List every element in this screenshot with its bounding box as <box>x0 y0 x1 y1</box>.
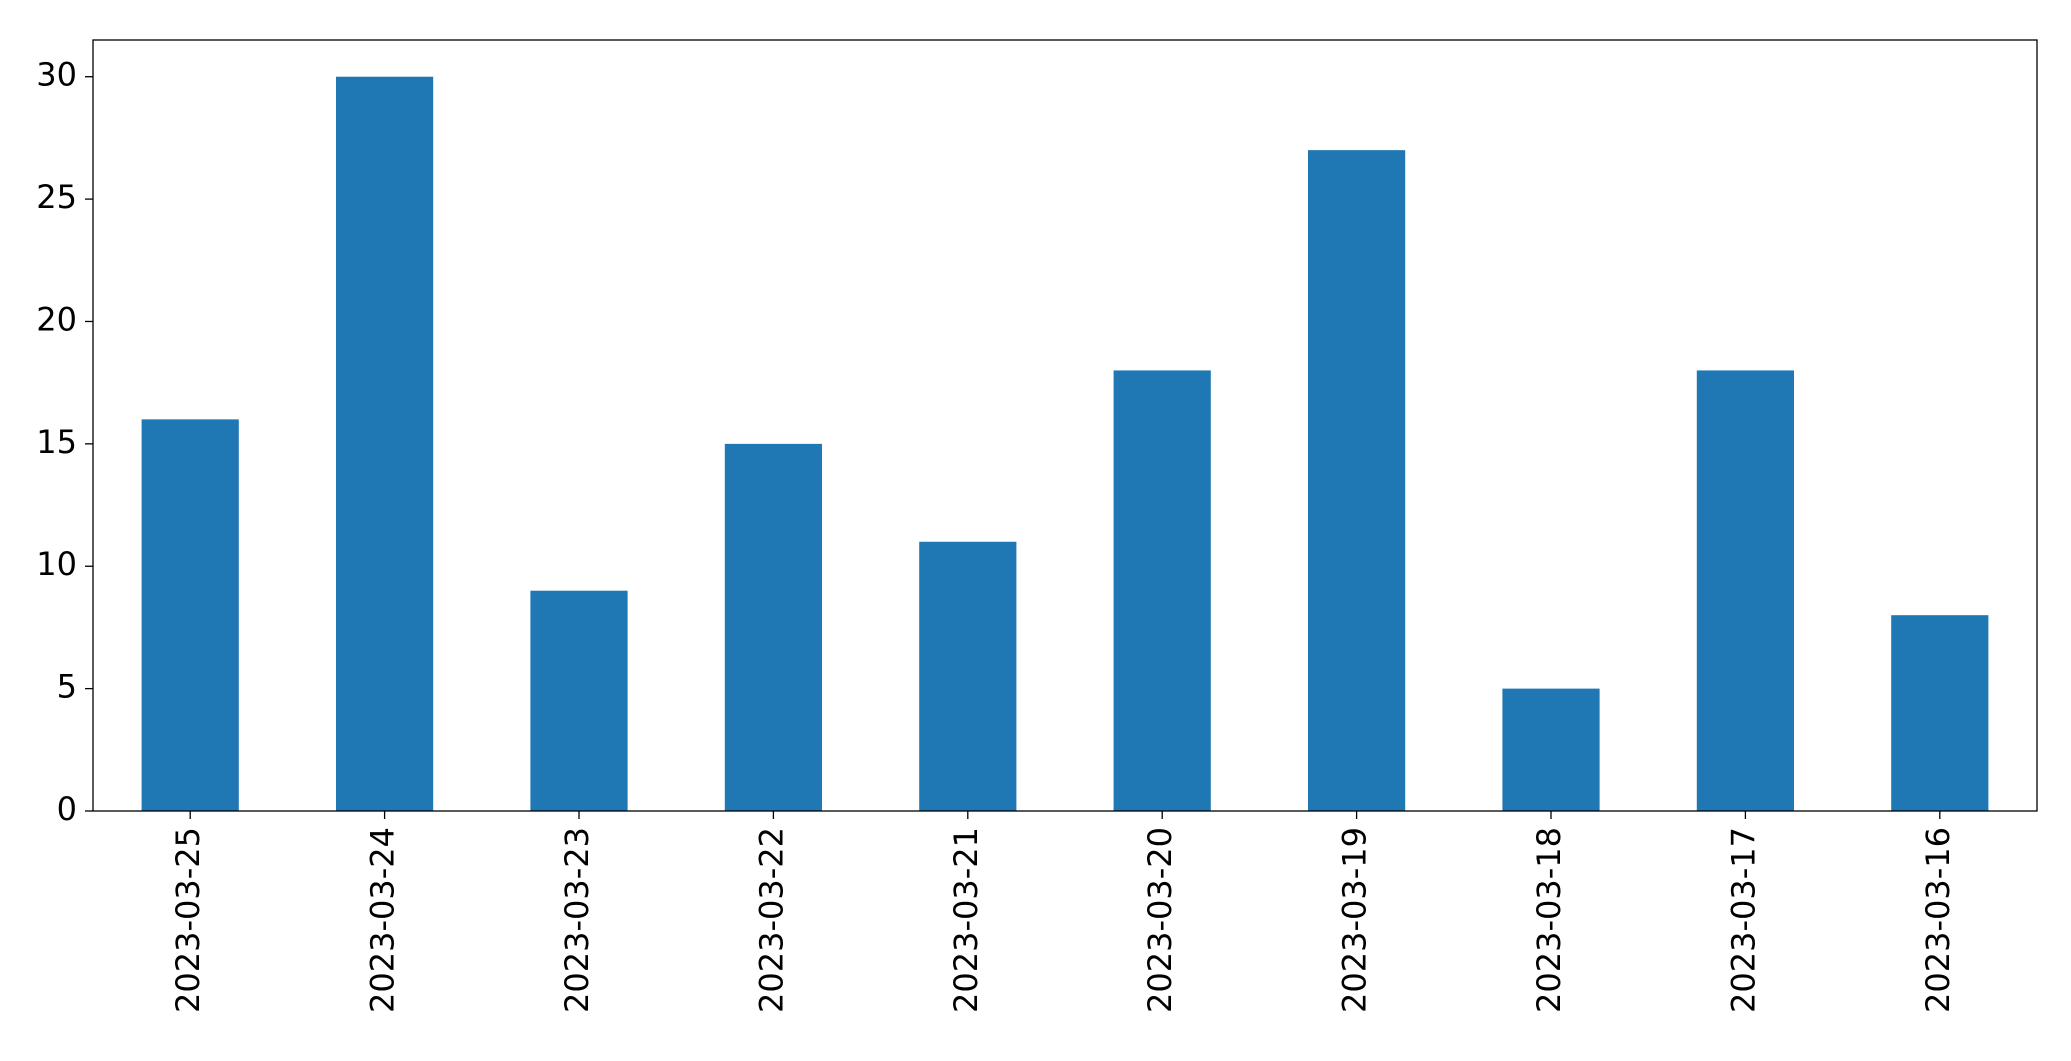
x-tick-label: 2023-03-23 <box>558 827 596 1013</box>
y-tick-label: 25 <box>36 178 77 216</box>
x-tick-label: 2023-03-16 <box>1919 827 1957 1013</box>
bar <box>530 590 628 811</box>
x-tick-label: 2023-03-18 <box>1530 827 1568 1013</box>
x-tick-label: 2023-03-25 <box>169 827 207 1013</box>
y-tick-label: 0 <box>57 790 77 828</box>
y-tick-label: 20 <box>36 300 77 338</box>
plot-frame <box>92 39 2038 812</box>
bar <box>1308 150 1406 812</box>
x-tick-label: 2023-03-21 <box>947 827 985 1013</box>
x-tick-label: 2023-03-17 <box>1724 827 1762 1013</box>
x-tick-label: 2023-03-22 <box>752 827 790 1013</box>
x-tick-label: 2023-03-19 <box>1336 827 1374 1013</box>
bar <box>1502 688 1600 811</box>
x-tick-label: 2023-03-24 <box>364 827 402 1013</box>
y-tick-label: 10 <box>36 545 77 583</box>
x-tick-label: 2023-03-20 <box>1141 827 1179 1013</box>
bar <box>336 76 434 811</box>
bar <box>141 419 239 811</box>
bar <box>919 541 1017 811</box>
y-tick-label: 15 <box>36 423 77 461</box>
bar <box>1696 370 1794 811</box>
bar <box>1113 370 1211 811</box>
bar <box>1891 615 1989 811</box>
y-tick-label: 30 <box>36 56 77 94</box>
bar <box>724 443 822 811</box>
y-tick-label: 5 <box>57 668 77 706</box>
